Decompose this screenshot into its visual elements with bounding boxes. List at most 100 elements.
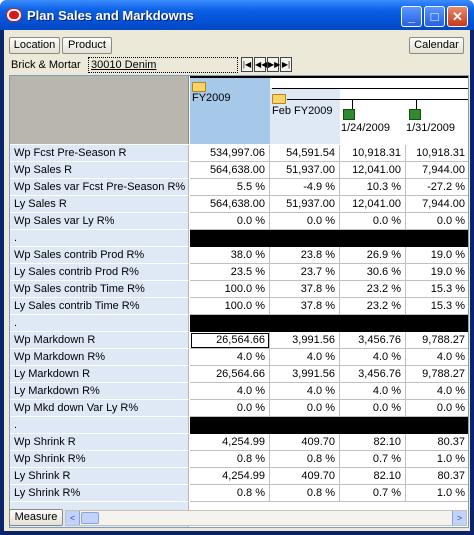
value-cell[interactable]: 0.0 % — [270, 400, 340, 417]
value-cell[interactable]: 23.7 % — [270, 264, 340, 281]
scroll-right-arrow[interactable]: > — [452, 511, 466, 525]
measure-label[interactable]: Wp Mkd down Var Ly R% — [10, 400, 189, 417]
scroll-thumb[interactable] — [81, 512, 99, 524]
folder-icon[interactable] — [192, 82, 206, 92]
value-cell[interactable]: 5.5 % — [190, 179, 270, 196]
value-cell[interactable]: 0.0 % — [190, 400, 270, 417]
value-cell[interactable]: 0.8 % — [190, 451, 270, 468]
value-cell[interactable]: 30.6 % — [340, 264, 406, 281]
measure-label[interactable]: Wp Fcst Pre-Season R — [10, 145, 189, 162]
measure-label[interactable]: Wp Sales var Ly R% — [10, 213, 189, 230]
value-cell[interactable]: 3,456.76 — [340, 332, 406, 349]
title-bar[interactable]: Plan Sales and Markdowns _ □ ✕ — [0, 0, 474, 30]
value-cell[interactable]: 19.0 % — [406, 264, 468, 281]
measure-label[interactable]: Wp Shrink R% — [10, 451, 189, 468]
value-cell[interactable]: 10,918.31 — [406, 145, 468, 162]
value-cell[interactable]: 37.8 % — [270, 298, 340, 315]
value-cell[interactable]: 534,997.06 — [190, 145, 270, 162]
value-cell[interactable]: 23.2 % — [340, 281, 406, 298]
value-cell[interactable]: 54,591.54 — [270, 145, 340, 162]
product-filter-dropdown[interactable]: 30010 Denim — [88, 57, 238, 73]
value-cell[interactable]: 4,254.99 — [190, 434, 270, 451]
value-cell[interactable]: 1.0 % — [406, 451, 468, 468]
value-cell[interactable]: 82.10 — [340, 468, 406, 485]
measure-button[interactable]: Measure — [9, 509, 63, 526]
value-cell[interactable]: 12,041.00 — [340, 196, 406, 213]
value-cell[interactable]: 0.8 % — [270, 451, 340, 468]
measure-label[interactable]: Ly Markdown R% — [10, 383, 189, 400]
value-cell[interactable]: 0.0 % — [340, 213, 406, 230]
value-cell[interactable]: 4.0 % — [190, 349, 270, 366]
location-button[interactable]: Location — [9, 37, 60, 54]
measure-label[interactable]: Ly Shrink R% — [10, 485, 189, 502]
close-button[interactable]: ✕ — [447, 6, 468, 27]
value-cell[interactable]: 4.0 % — [270, 383, 340, 400]
minimize-button[interactable]: _ — [401, 6, 422, 27]
value-cell[interactable]: 3,991.56 — [270, 332, 340, 349]
value-cell[interactable]: 0.8 % — [270, 485, 340, 502]
horizontal-scrollbar[interactable]: < > — [65, 510, 467, 526]
measure-label[interactable]: Wp Sales var Fcst Pre-Season R% — [10, 179, 189, 196]
value-cell[interactable]: 409.70 — [270, 468, 340, 485]
value-cell[interactable]: 23.2 % — [340, 298, 406, 315]
measure-label[interactable]: . — [10, 315, 189, 332]
value-cell[interactable]: 9,788.27 — [406, 366, 468, 383]
measure-label[interactable]: Wp Sales R — [10, 162, 189, 179]
measure-label[interactable]: Wp Markdown R% — [10, 349, 189, 366]
value-cell[interactable]: 19.0 % — [406, 247, 468, 264]
value-cell[interactable]: 100.0 % — [190, 298, 270, 315]
value-cell[interactable]: 51,937.00 — [270, 162, 340, 179]
measure-label[interactable]: Wp Sales contrib Prod R% — [10, 247, 189, 264]
value-cell[interactable]: 4,254.99 — [190, 468, 270, 485]
value-cell[interactable]: 0.0 % — [190, 213, 270, 230]
measure-label[interactable]: Ly Sales contrib Prod R% — [10, 264, 189, 281]
value-cell[interactable]: 23.5 % — [190, 264, 270, 281]
value-cell[interactable]: 10,918.31 — [340, 145, 406, 162]
value-cell[interactable]: 0.8 % — [190, 485, 270, 502]
value-cell[interactable]: 26.9 % — [340, 247, 406, 264]
value-cell[interactable]: 38.0 % — [190, 247, 270, 264]
calendar-week-icon[interactable] — [409, 109, 421, 120]
measure-label[interactable]: Wp Shrink R — [10, 434, 189, 451]
nav-prev-button[interactable]: ◀◀ — [254, 57, 267, 72]
value-cell[interactable]: 3,991.56 — [270, 366, 340, 383]
nav-next-button[interactable]: ▶▶ — [267, 57, 280, 72]
value-cell[interactable]: 51,937.00 — [270, 196, 340, 213]
product-button[interactable]: Product — [62, 37, 112, 54]
value-cell[interactable]: 9,788.27 — [406, 332, 468, 349]
value-cell[interactable]: 564,638.00 — [190, 196, 270, 213]
value-cell[interactable]: 0.0 % — [340, 400, 406, 417]
value-cell[interactable]: 564,638.00 — [190, 162, 270, 179]
value-cell[interactable]: 4.0 % — [340, 349, 406, 366]
value-cell[interactable]: -27.2 % — [406, 179, 468, 196]
value-cell[interactable]: 4.0 % — [270, 349, 340, 366]
measure-label[interactable]: Ly Shrink R — [10, 468, 189, 485]
nav-last-button[interactable]: ▶| — [280, 57, 292, 72]
value-cell[interactable]: 80.37 — [406, 468, 468, 485]
value-cell[interactable]: 12,041.00 — [340, 162, 406, 179]
measure-label[interactable]: . — [10, 230, 189, 247]
value-cell[interactable]: 26,564.66 — [190, 332, 270, 349]
value-cell[interactable]: 3,456.76 — [340, 366, 406, 383]
nav-first-button[interactable]: |◀ — [241, 57, 253, 72]
calendar-week-icon[interactable] — [343, 109, 355, 120]
value-cell[interactable]: 4.0 % — [406, 383, 468, 400]
value-cell[interactable]: 4.0 % — [406, 349, 468, 366]
measure-label[interactable]: . — [10, 417, 189, 434]
value-cell[interactable]: 100.0 % — [190, 281, 270, 298]
measure-label[interactable]: Ly Sales R — [10, 196, 189, 213]
scroll-left-arrow[interactable]: < — [66, 511, 80, 525]
value-cell[interactable]: 7,944.00 — [406, 196, 468, 213]
value-cell[interactable]: 0.0 % — [406, 213, 468, 230]
value-cell[interactable]: 409.70 — [270, 434, 340, 451]
value-cell[interactable]: -4.9 % — [270, 179, 340, 196]
value-cell[interactable]: 23.8 % — [270, 247, 340, 264]
value-cell[interactable]: 0.0 % — [406, 400, 468, 417]
folder-icon[interactable] — [272, 94, 286, 104]
value-cell[interactable]: 15.3 % — [406, 281, 468, 298]
value-cell[interactable]: 10.3 % — [340, 179, 406, 196]
value-cell[interactable]: 37.8 % — [270, 281, 340, 298]
calendar-button[interactable]: Calendar — [409, 37, 464, 54]
value-cell[interactable]: 0.7 % — [340, 451, 406, 468]
value-cell[interactable]: 4.0 % — [190, 383, 270, 400]
